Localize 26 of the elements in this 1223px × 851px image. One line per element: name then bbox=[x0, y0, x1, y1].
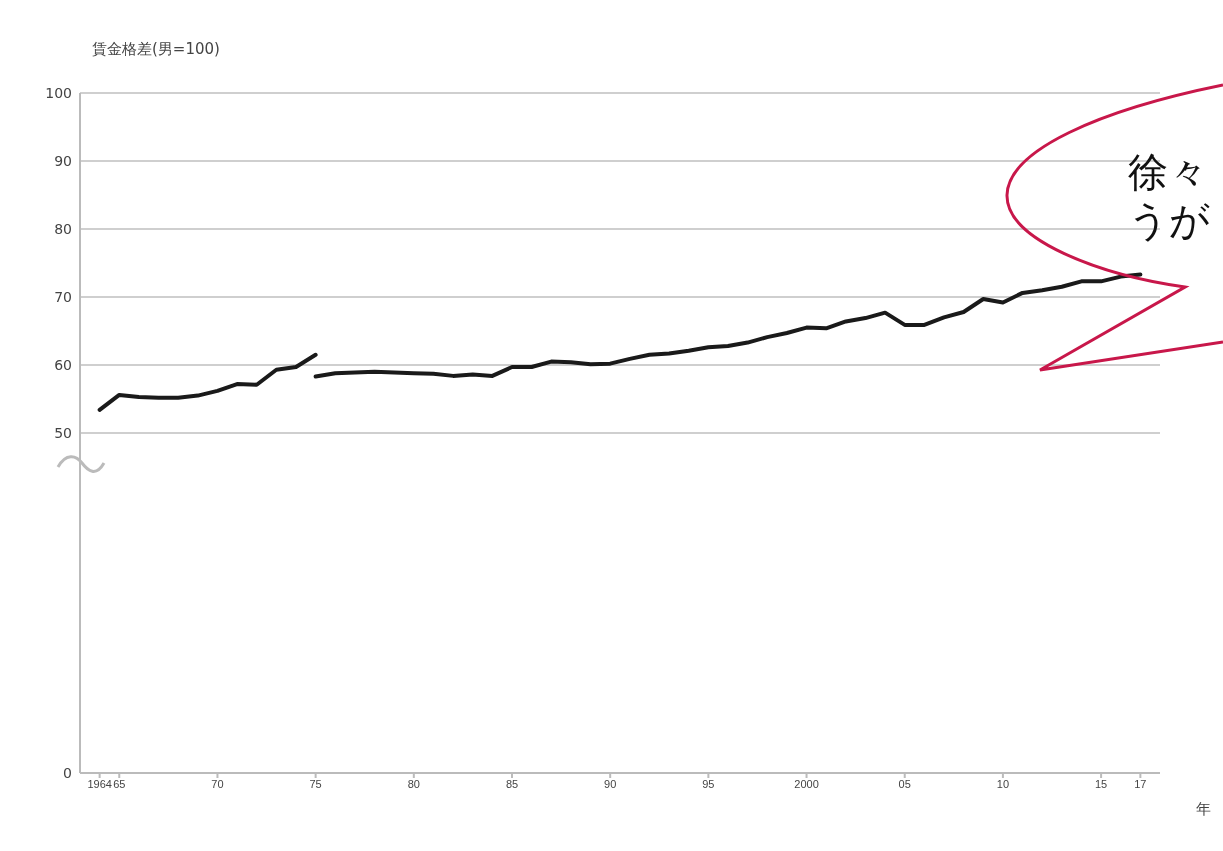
y-tick-label: 50 bbox=[54, 424, 72, 441]
x-tick-label: 70 bbox=[211, 777, 224, 790]
x-tick-label: 10 bbox=[996, 777, 1010, 790]
x-tick-label: 17 bbox=[1134, 777, 1147, 790]
y-tick-label: 70 bbox=[54, 288, 72, 305]
y-tick-label: 80 bbox=[54, 220, 72, 237]
x-axis-title: 年 bbox=[1196, 800, 1211, 819]
line-series bbox=[97, 352, 318, 412]
x-tick-label: 85 bbox=[505, 777, 519, 790]
x-tick-label: 05 bbox=[898, 777, 911, 790]
x-tick-label: 1964 bbox=[87, 777, 112, 790]
y-tick-label: 60 bbox=[54, 356, 72, 373]
x-tick-label: 90 bbox=[604, 777, 617, 790]
y-tick-label: 0 bbox=[63, 764, 72, 781]
y-tick-label: 100 bbox=[45, 84, 72, 101]
x-tick-label: 75 bbox=[309, 777, 322, 790]
annotation: 徐々 bbox=[1128, 148, 1208, 196]
y-axis-title: 賃金格差(男=100) bbox=[92, 40, 220, 59]
annotation: うが bbox=[1128, 196, 1210, 244]
x-tick-label: 65 bbox=[113, 777, 126, 790]
x-tick-label: 80 bbox=[407, 777, 420, 790]
x-tick-label: 95 bbox=[702, 777, 715, 790]
line-series bbox=[313, 272, 1143, 379]
x-tick-label: 15 bbox=[1094, 777, 1108, 790]
x-tick-label: 2000 bbox=[794, 777, 819, 790]
y-tick-label: 90 bbox=[54, 152, 72, 169]
